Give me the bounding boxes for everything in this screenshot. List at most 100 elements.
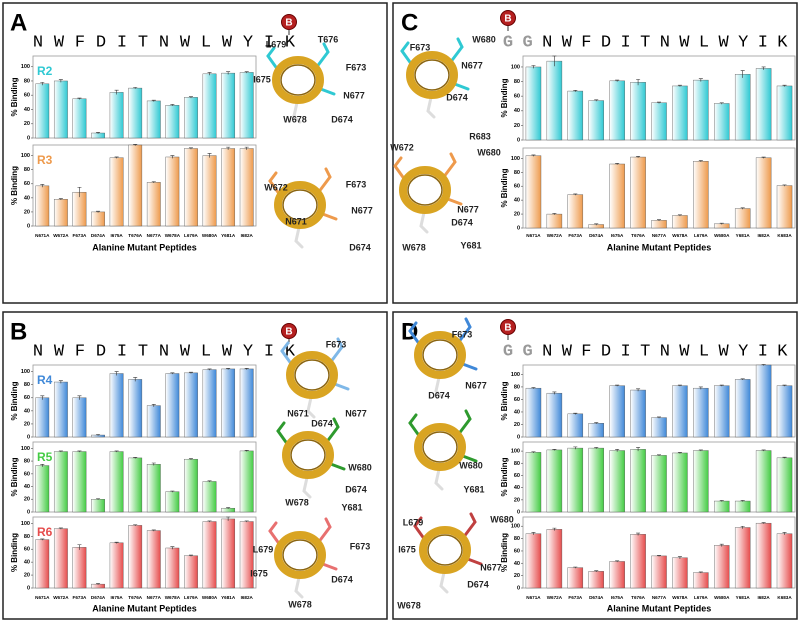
y-tick-label: 0 xyxy=(27,223,30,229)
error-bar xyxy=(677,214,682,217)
bar xyxy=(184,458,198,513)
error-bar xyxy=(151,462,156,466)
helix-outer xyxy=(419,526,471,574)
error-bar xyxy=(719,543,724,547)
y-tick-label: 20 xyxy=(24,209,30,215)
tag-label: B xyxy=(504,323,511,334)
error-bar xyxy=(58,527,63,530)
residue-label: N677 xyxy=(345,408,367,418)
error-bar xyxy=(698,160,703,162)
error-bar xyxy=(531,154,536,157)
bar xyxy=(546,60,563,141)
error-bar xyxy=(40,82,45,86)
y-tick-label: 40 xyxy=(514,198,520,204)
bar xyxy=(755,68,772,141)
bar xyxy=(546,449,563,513)
error-bar xyxy=(96,583,101,585)
bar xyxy=(146,530,161,589)
y-tick-label: 60 xyxy=(514,397,520,403)
panel-frame xyxy=(2,2,388,304)
error-bar xyxy=(761,66,766,70)
bar xyxy=(165,156,180,227)
x-axis-label: Alanine Mutant Peptides xyxy=(607,603,712,613)
error-bar xyxy=(573,412,578,415)
bar xyxy=(567,194,584,229)
bar xyxy=(546,392,563,438)
sequence-residue: I xyxy=(620,33,630,52)
bar xyxy=(588,100,604,141)
sequence-residue: N xyxy=(159,342,169,361)
helix-inner xyxy=(422,431,458,463)
error-bar xyxy=(719,102,724,105)
series-name: R4 xyxy=(37,373,53,387)
y-tick-label: 40 xyxy=(514,108,520,114)
sequence-residue: N xyxy=(33,33,43,52)
sequence-residue: N xyxy=(159,33,169,52)
y-tick-label: 20 xyxy=(24,497,30,503)
sequence-residue: W xyxy=(180,33,191,52)
bar xyxy=(755,157,772,229)
x-tick-label: N671A xyxy=(526,595,541,600)
bar xyxy=(72,98,87,139)
sequence-residue: L xyxy=(201,342,211,361)
error-bar xyxy=(77,544,82,550)
x-tick-label: Y681A xyxy=(736,595,751,600)
error-bar xyxy=(188,147,193,150)
bar xyxy=(567,447,584,513)
bar xyxy=(567,567,584,589)
error-bar xyxy=(552,55,557,67)
bar xyxy=(693,161,709,229)
bar xyxy=(714,103,730,141)
x-tick-label: D674A xyxy=(589,233,604,238)
bar xyxy=(165,491,180,513)
bar xyxy=(734,527,751,589)
side-chain xyxy=(419,206,429,234)
series-name: R6 xyxy=(37,525,53,539)
bar xyxy=(567,413,584,438)
bar xyxy=(72,451,87,513)
error-bar xyxy=(244,146,249,150)
residue-label: W678 xyxy=(283,114,307,124)
residue-label: Y681 xyxy=(463,484,484,494)
bar xyxy=(776,185,793,229)
error-bar xyxy=(226,367,231,370)
y-axis-label: % Binding xyxy=(10,533,19,572)
bar xyxy=(734,500,751,513)
bar xyxy=(91,211,105,227)
error-bar xyxy=(552,449,557,451)
bar xyxy=(128,87,143,139)
error-bar xyxy=(188,96,193,99)
x-tick-label: N677A xyxy=(147,595,162,600)
residue-label: D674 xyxy=(467,579,489,589)
error-bar xyxy=(170,155,175,159)
linker-residue: G xyxy=(503,33,513,52)
x-axis-label: Alanine Mutant Peptides xyxy=(92,242,197,252)
error-bar xyxy=(782,384,787,387)
bar xyxy=(202,521,217,589)
bar xyxy=(221,72,236,139)
bar xyxy=(202,369,217,438)
error-bar xyxy=(573,446,578,450)
error-bar xyxy=(740,500,745,502)
sequence-residue: N xyxy=(542,33,552,52)
error-bar xyxy=(615,449,620,452)
error-bar xyxy=(594,447,599,449)
bar xyxy=(109,92,124,139)
bar xyxy=(567,90,584,141)
helix-inner xyxy=(427,534,463,566)
error-bar xyxy=(58,380,63,384)
x-tick-label: W680A xyxy=(714,595,730,600)
bar xyxy=(630,534,646,589)
error-bar xyxy=(615,384,620,387)
error-bar xyxy=(188,371,193,374)
residue-label: D674 xyxy=(446,92,468,102)
residue-label: T676 xyxy=(318,34,339,44)
bar xyxy=(109,373,124,438)
bar xyxy=(35,83,50,139)
y-axis-label: % Binding xyxy=(500,381,509,420)
x-tick-label: W672A xyxy=(53,233,69,238)
error-bar xyxy=(677,384,682,387)
side-chain xyxy=(434,463,444,491)
bar xyxy=(146,182,161,227)
y-tick-label: 0 xyxy=(27,585,30,591)
